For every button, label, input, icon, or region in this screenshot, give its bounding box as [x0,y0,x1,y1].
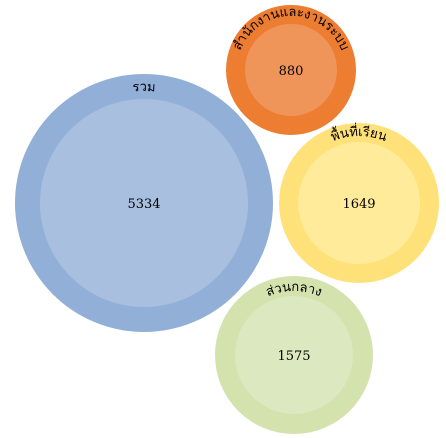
bubble-total-value: 5334 [127,197,160,212]
bubble-total-inner [40,99,248,307]
bubble-total-label: รวม [132,80,156,96]
bubble-total: รวม 5334 [15,74,273,332]
bubble-common-area: ส่วนกลาง 1575 [215,276,373,434]
bubble-learning-area-inner [298,142,420,264]
bubble-common-area-value: 1575 [277,349,310,364]
bubble-office-systems: สำนักงานและงานระบบ 880 [226,5,356,135]
bubble-learning-area-label: พื้นที่เรียน [328,123,389,145]
bubble-office-systems-inner [245,24,337,116]
bubble-learning-area-value: 1649 [342,197,375,212]
bubble-office-systems-value: 880 [279,64,304,79]
bubble-common-area-label: ส่วนกลาง [264,280,324,300]
bubble-common-area-inner [235,296,353,414]
bubble-learning-area: พื้นที่เรียน 1649 [279,123,439,283]
